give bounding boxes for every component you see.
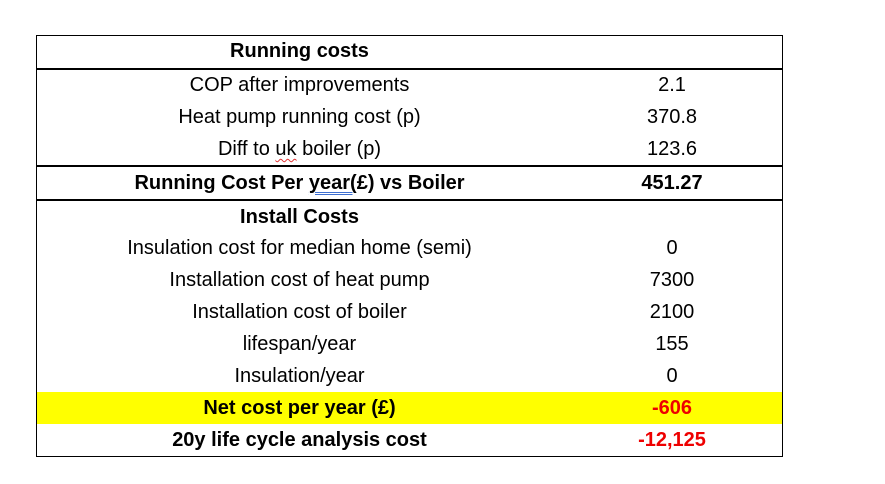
row-value: 7300 xyxy=(649,269,695,292)
row-running-costs-header: Running costs xyxy=(37,36,782,70)
row-value xyxy=(562,36,782,68)
row-value: -12,125 xyxy=(638,428,706,451)
row-label: lifespan/year xyxy=(242,333,357,356)
label-text: Diff to xyxy=(217,137,276,160)
label-text: boiler (p) xyxy=(296,137,382,160)
row-label: Heat pump running cost (p) xyxy=(178,106,421,129)
row-value: 155 xyxy=(655,333,689,356)
row-value: 2100 xyxy=(649,301,695,324)
row-value: 0 xyxy=(666,237,678,260)
label-text: £) vs Boiler xyxy=(356,171,465,194)
row-lifespan-per-year: lifespan/year 155 xyxy=(37,329,782,361)
row-20y-life-cycle-cost: 20y life cycle analysis cost -12,125 xyxy=(37,424,782,456)
row-installation-cost-heat-pump: Installation cost of heat pump 7300 xyxy=(37,265,782,297)
row-label: Running Cost Per year(£) vs Boiler xyxy=(37,167,562,199)
row-value: 2.1 xyxy=(658,74,686,97)
row-install-costs-header: Install Costs xyxy=(37,201,782,233)
cost-analysis-table: Running costs COP after improvements 2.1… xyxy=(36,35,783,457)
row-label: Insulation/year xyxy=(234,364,365,387)
row-label: Net cost per year (£) xyxy=(203,396,396,419)
row-value: 370.8 xyxy=(646,106,698,129)
row-insulation-cost-median-home: Insulation cost for median home (semi) 0 xyxy=(37,233,782,265)
row-value: 123.6 xyxy=(646,137,698,160)
row-value: -606 xyxy=(651,396,693,419)
row-label: Installation cost of heat pump xyxy=(169,269,430,292)
row-net-cost-per-year: Net cost per year (£) -606 xyxy=(37,392,782,425)
spellcheck-underlined-word: uk xyxy=(275,137,297,160)
row-label: COP after improvements xyxy=(189,74,410,97)
row-label: Installation cost of boiler xyxy=(192,301,407,324)
row-cop-after-improvements: COP after improvements 2.1 xyxy=(37,70,782,102)
section-title: Running costs xyxy=(230,40,369,63)
row-value xyxy=(562,201,782,233)
row-label: Insulation cost for median home (semi) xyxy=(127,237,472,260)
label-text: Running Cost Per xyxy=(134,171,309,194)
row-diff-to-uk-boiler: Diff to uk boiler (p) 123.6 xyxy=(37,134,782,166)
row-installation-cost-boiler: Installation cost of boiler 2100 xyxy=(37,297,782,329)
section-title: Install Costs xyxy=(240,205,359,228)
row-running-cost-per-year-summary: Running Cost Per year(£) vs Boiler 451.2… xyxy=(37,165,782,202)
row-heat-pump-running-cost: Heat pump running cost (p) 370.8 xyxy=(37,102,782,134)
row-insulation-per-year: Insulation/year 0 xyxy=(37,360,782,392)
row-label: 20y life cycle analysis cost xyxy=(172,428,427,451)
grammar-underlined-word: year( xyxy=(308,171,357,194)
row-value: 451.27 xyxy=(641,171,703,194)
row-value: 0 xyxy=(666,364,678,387)
row-label: Diff to uk boiler (p) xyxy=(37,134,562,166)
